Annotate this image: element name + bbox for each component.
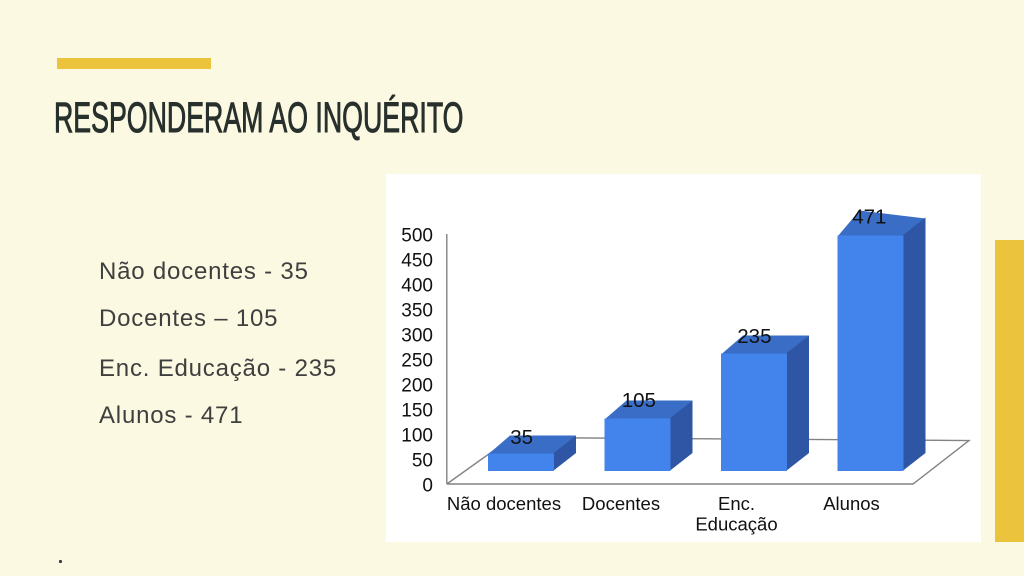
svg-text:300: 300 [401, 325, 433, 346]
svg-text:200: 200 [401, 375, 433, 396]
svg-text:Não docentes: Não docentes [447, 493, 561, 514]
svg-text:100: 100 [401, 425, 433, 446]
svg-text:400: 400 [401, 275, 433, 296]
svg-text:250: 250 [401, 350, 433, 371]
svg-text:Educação: Educação [695, 514, 777, 535]
svg-text:105: 105 [622, 389, 656, 412]
svg-text:350: 350 [401, 300, 433, 321]
svg-text:0: 0 [422, 475, 433, 496]
svg-text:Enc.: Enc. [718, 493, 755, 514]
svg-text:Alunos: Alunos [823, 493, 880, 514]
svg-text:500: 500 [401, 225, 433, 246]
svg-text:150: 150 [401, 400, 433, 421]
svg-text:235: 235 [737, 325, 771, 348]
svg-text:35: 35 [510, 426, 533, 449]
svg-text:Docentes: Docentes [582, 493, 660, 514]
svg-text:50: 50 [412, 450, 433, 471]
svg-text:471: 471 [852, 205, 886, 228]
svg-text:450: 450 [401, 250, 433, 271]
